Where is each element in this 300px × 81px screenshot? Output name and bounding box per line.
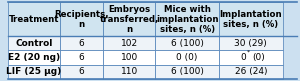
FancyBboxPatch shape	[219, 2, 283, 36]
Text: LIF (25 μg): LIF (25 μg)	[6, 67, 62, 76]
FancyBboxPatch shape	[60, 50, 103, 65]
FancyBboxPatch shape	[155, 36, 219, 50]
Text: Recipients,
n: Recipients, n	[54, 10, 109, 29]
FancyBboxPatch shape	[155, 65, 219, 79]
Text: 26 (24): 26 (24)	[235, 67, 267, 76]
FancyBboxPatch shape	[103, 2, 155, 36]
Text: 0 (0): 0 (0)	[176, 53, 198, 62]
Text: Mice with
implantation
sites, n (%): Mice with implantation sites, n (%)	[156, 5, 218, 34]
FancyBboxPatch shape	[60, 65, 103, 79]
Text: 0: 0	[241, 53, 246, 62]
Text: 6: 6	[79, 39, 84, 48]
Text: (0): (0)	[252, 53, 265, 62]
FancyBboxPatch shape	[8, 36, 60, 50]
Text: 102: 102	[121, 39, 138, 48]
FancyBboxPatch shape	[219, 50, 283, 65]
Text: Treatment: Treatment	[8, 15, 59, 24]
Text: 110: 110	[121, 67, 138, 76]
Text: 6: 6	[79, 53, 84, 62]
Text: *: *	[247, 49, 250, 54]
FancyBboxPatch shape	[219, 36, 283, 50]
FancyBboxPatch shape	[103, 50, 155, 65]
FancyBboxPatch shape	[103, 36, 155, 50]
FancyBboxPatch shape	[155, 2, 219, 36]
Text: Implantation
sites, n (%): Implantation sites, n (%)	[219, 10, 282, 29]
Text: 30 (29): 30 (29)	[234, 39, 267, 48]
Text: 6 (100): 6 (100)	[171, 39, 204, 48]
FancyBboxPatch shape	[219, 65, 283, 79]
Text: Control: Control	[15, 39, 52, 48]
FancyBboxPatch shape	[8, 50, 60, 65]
Text: 100: 100	[121, 53, 138, 62]
FancyBboxPatch shape	[8, 2, 60, 36]
Text: 6: 6	[79, 67, 84, 76]
FancyBboxPatch shape	[60, 36, 103, 50]
Text: E2 (20 ng): E2 (20 ng)	[8, 53, 60, 62]
FancyBboxPatch shape	[60, 2, 103, 36]
Text: Embryos
transferred,
n: Embryos transferred, n	[100, 5, 159, 34]
FancyBboxPatch shape	[155, 50, 219, 65]
FancyBboxPatch shape	[8, 65, 60, 79]
Text: 6 (100): 6 (100)	[171, 67, 204, 76]
FancyBboxPatch shape	[103, 65, 155, 79]
